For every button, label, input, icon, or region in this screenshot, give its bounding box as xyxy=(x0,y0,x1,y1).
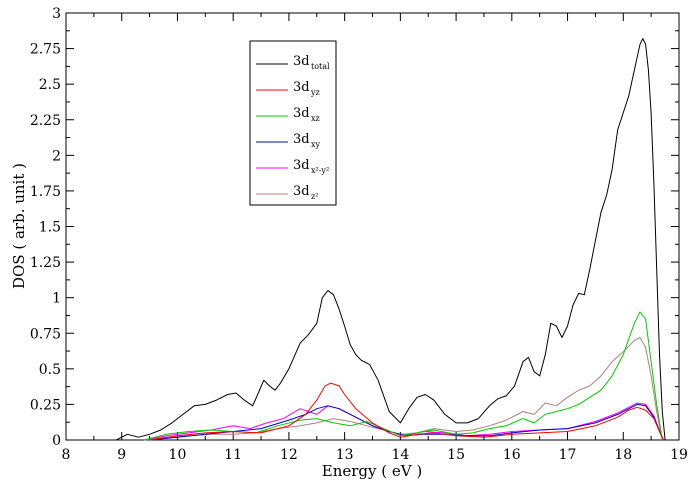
legend-label: 3d xyxy=(293,106,310,121)
y-tick-label: 1.25 xyxy=(30,255,61,271)
x-tick-label: 19 xyxy=(670,447,688,463)
x-tick-label: 9 xyxy=(117,447,126,463)
legend-label-subscript: x²-y² xyxy=(311,166,329,175)
y-tick-label: 2.5 xyxy=(39,77,61,93)
y-tick-label: 1.5 xyxy=(39,220,61,236)
x-tick-label: 16 xyxy=(503,447,521,463)
y-tick-label: 0.5 xyxy=(39,362,61,378)
legend-label: 3d xyxy=(293,184,310,199)
series-layer xyxy=(115,38,666,441)
y-tick-label: 0 xyxy=(52,433,61,449)
x-axis-title: Energy ( eV ) xyxy=(322,462,422,480)
x-tick-label: 17 xyxy=(559,447,577,463)
x-tick-label: 15 xyxy=(447,447,465,463)
x-tick-label: 10 xyxy=(169,447,187,463)
x-tick-label: 8 xyxy=(62,447,71,463)
y-tick-label: 0.75 xyxy=(30,326,61,342)
legend-label-subscript: xy xyxy=(311,140,321,149)
y-tick-label: 0.25 xyxy=(30,397,61,413)
legend-label-subscript: z² xyxy=(311,192,318,201)
y-tick-label: 1 xyxy=(52,291,61,307)
series-line-0 xyxy=(115,38,666,441)
x-tick-label: 18 xyxy=(614,447,632,463)
legend-label: 3d xyxy=(293,80,310,95)
x-tick-label: 12 xyxy=(280,447,298,463)
y-tick-label: 1.75 xyxy=(30,184,61,200)
legend-label: 3d xyxy=(293,158,310,173)
x-tick-label: 13 xyxy=(336,447,354,463)
y-axis-title: DOS ( arb. unit ) xyxy=(10,163,28,289)
series-line-2 xyxy=(143,311,663,441)
y-tick-label: 2.75 xyxy=(30,42,61,58)
y-tick-label: 2.25 xyxy=(30,113,61,129)
y-tick-label: 3 xyxy=(52,6,61,22)
legend-label: 3d xyxy=(293,54,310,69)
legend-label-subscript: xz xyxy=(311,114,320,123)
legend-label-subscript: total xyxy=(311,62,330,71)
legend-label-subscript: yz xyxy=(310,88,320,97)
series-line-1 xyxy=(149,382,664,441)
legend-label: 3d xyxy=(293,132,310,147)
plot-frame xyxy=(65,12,680,441)
x-tick-label: 11 xyxy=(224,447,242,463)
legend-box xyxy=(249,40,337,206)
axis-ticks: 8 9 10 11 12 13 14 15 16 17 18 19 0 0.25 0.5 0.75 1 1.25 1… xyxy=(30,6,688,463)
x-tick-label: 14 xyxy=(391,447,409,463)
y-tick-label: 2 xyxy=(52,148,61,164)
